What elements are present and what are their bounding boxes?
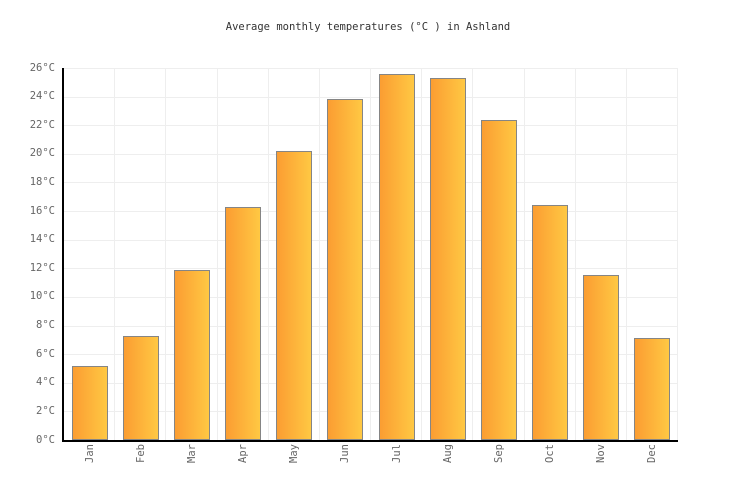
v-gridline — [318, 68, 320, 440]
v-gridline — [574, 68, 576, 440]
y-axis-label: 20°C — [29, 147, 55, 160]
bar-aug[interactable] — [429, 78, 466, 440]
bar-sep[interactable] — [480, 119, 517, 440]
chart-title: Average monthly temperatures (°C ) in As… — [225, 21, 511, 33]
bar-jul[interactable] — [378, 73, 415, 440]
y-axis-label: 26°C — [29, 61, 55, 74]
h-gridline — [64, 211, 678, 213]
y-axis-label: 12°C — [29, 261, 55, 274]
x-axis-label: May — [288, 444, 301, 463]
bar-jun[interactable] — [327, 99, 364, 440]
y-axis-label: 0°C — [36, 433, 55, 446]
y-axis-label: 16°C — [29, 204, 55, 217]
x-axis-label: Apr — [237, 444, 250, 463]
y-axis-label: 10°C — [29, 290, 55, 303]
bar-nov[interactable] — [583, 275, 620, 440]
y-axis-label: 22°C — [29, 118, 55, 131]
v-gridline — [216, 68, 218, 440]
y-axis-label: 6°C — [36, 347, 55, 360]
bar-oct[interactable] — [532, 205, 569, 440]
y-axis-label: 18°C — [29, 175, 55, 188]
x-axis-label: Nov — [595, 444, 608, 463]
x-axis-label: Dec — [646, 444, 659, 463]
h-gridline — [64, 296, 678, 298]
h-gridline — [64, 153, 678, 155]
x-axis-label: Feb — [134, 444, 147, 463]
h-gridline — [64, 382, 678, 384]
h-gridline — [64, 268, 678, 270]
x-axis-label: Mar — [185, 444, 198, 463]
v-gridline — [625, 68, 627, 440]
y-axis-label: 2°C — [36, 404, 55, 417]
h-gridline — [64, 96, 678, 98]
y-axis-label: 14°C — [29, 233, 55, 246]
h-gridline — [64, 354, 678, 356]
x-axis-label: Jan — [83, 444, 96, 463]
y-axis-label: 24°C — [29, 90, 55, 103]
x-axis-label: Oct — [544, 444, 557, 463]
v-gridline — [421, 68, 423, 440]
v-gridline — [523, 68, 525, 440]
y-axis-label: 4°C — [36, 376, 55, 389]
bar-feb[interactable] — [122, 335, 159, 440]
x-axis-label: Jul — [390, 444, 403, 463]
v-gridline — [165, 68, 167, 440]
h-gridline — [64, 411, 678, 413]
v-gridline — [472, 68, 474, 440]
h-gridline — [64, 239, 678, 241]
bar-may[interactable] — [276, 151, 313, 440]
h-gridline — [64, 325, 678, 327]
plot-area — [62, 68, 678, 442]
v-gridline — [677, 68, 678, 440]
bar-jan[interactable] — [71, 365, 108, 440]
y-axis-label: 8°C — [36, 319, 55, 332]
bar-dec[interactable] — [634, 338, 671, 440]
h-gridline — [64, 182, 678, 184]
v-gridline — [267, 68, 269, 440]
bar-apr[interactable] — [225, 206, 262, 440]
x-axis-label: Sep — [492, 444, 505, 463]
x-axis-label: Aug — [441, 444, 454, 463]
bar-mar[interactable] — [173, 269, 210, 440]
h-gridline — [64, 68, 678, 69]
v-gridline — [114, 68, 116, 440]
v-gridline — [370, 68, 371, 440]
h-gridline — [64, 125, 678, 127]
x-axis-label: Jun — [339, 444, 352, 463]
